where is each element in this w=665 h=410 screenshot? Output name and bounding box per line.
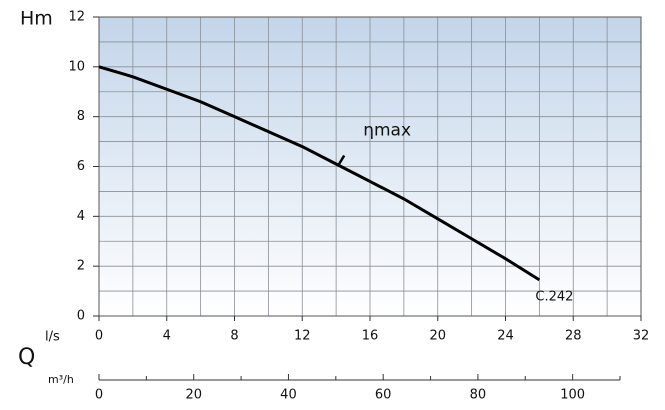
- q-label: Q: [18, 345, 35, 370]
- x2-tick-label: 0: [95, 388, 103, 403]
- y-tick-label: 6: [77, 159, 85, 174]
- x-tick-label: 28: [565, 329, 582, 344]
- y-tick-label: 0: [77, 309, 85, 324]
- series-label: C.242: [535, 289, 573, 304]
- annotation: ηmax: [363, 121, 411, 141]
- x2-tick-label: 60: [375, 388, 392, 403]
- x2-tick-label: 40: [280, 388, 297, 403]
- y-tick-label: 4: [77, 209, 85, 224]
- y-axis-label: Hm: [20, 8, 53, 30]
- x-tick-label: 20: [429, 329, 446, 344]
- y-tick-label: 8: [77, 109, 85, 124]
- y-tick-label: 12: [68, 10, 85, 25]
- x-tick-label: 32: [633, 329, 650, 344]
- x-axis-label: l/s: [45, 330, 60, 345]
- x-tick-label: 0: [95, 329, 103, 344]
- x2-tick-label: 100: [560, 388, 585, 403]
- y-tick-label: 2: [77, 259, 85, 274]
- x-tick-label: 16: [362, 329, 379, 344]
- curve: [98, 65, 541, 282]
- x-tick-label: 12: [294, 329, 311, 344]
- eta-marker: [337, 154, 346, 167]
- x-tick-label: 24: [497, 329, 514, 344]
- x2-axis-label: m³/h: [48, 373, 74, 386]
- x2-tick-label: 80: [470, 388, 487, 403]
- x-tick-label: 8: [230, 329, 238, 344]
- y-tick-label: 10: [68, 59, 85, 74]
- x2-tick-label: 20: [185, 388, 202, 403]
- x-tick-label: 4: [163, 329, 171, 344]
